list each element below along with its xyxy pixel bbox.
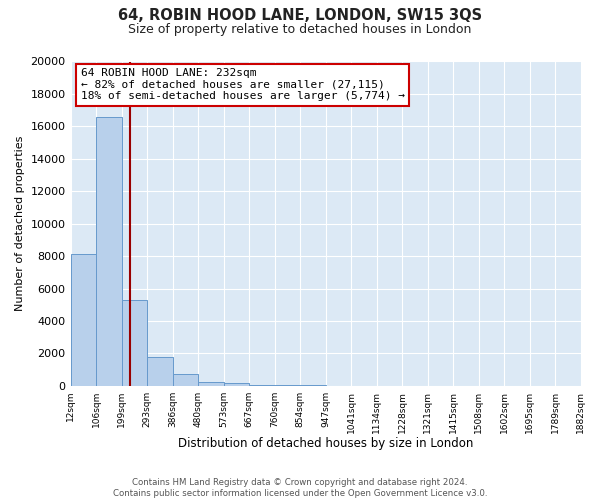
Bar — [249, 384, 275, 386]
Bar — [122, 300, 147, 386]
Y-axis label: Number of detached properties: Number of detached properties — [15, 136, 25, 312]
X-axis label: Distribution of detached houses by size in London: Distribution of detached houses by size … — [178, 437, 473, 450]
Text: Size of property relative to detached houses in London: Size of property relative to detached ho… — [128, 22, 472, 36]
Text: 64, ROBIN HOOD LANE, LONDON, SW15 3QS: 64, ROBIN HOOD LANE, LONDON, SW15 3QS — [118, 8, 482, 22]
Text: Contains HM Land Registry data © Crown copyright and database right 2024.
Contai: Contains HM Land Registry data © Crown c… — [113, 478, 487, 498]
Bar — [198, 382, 224, 386]
Bar — [147, 358, 173, 386]
Bar — [96, 116, 122, 386]
Text: 64 ROBIN HOOD LANE: 232sqm
← 82% of detached houses are smaller (27,115)
18% of : 64 ROBIN HOOD LANE: 232sqm ← 82% of deta… — [81, 68, 405, 101]
Bar — [173, 374, 198, 386]
Bar — [275, 385, 300, 386]
Bar — [224, 384, 249, 386]
Bar — [71, 254, 96, 386]
